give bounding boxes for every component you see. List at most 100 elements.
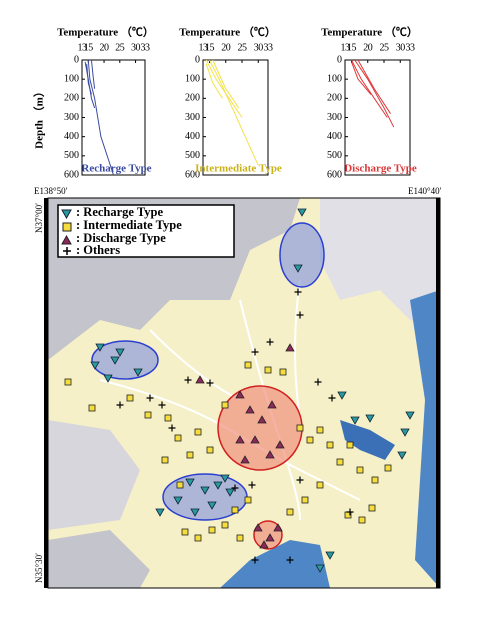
y-tick-label: 100 bbox=[64, 73, 79, 84]
discharge-well bbox=[265, 450, 275, 459]
annotation: Discharge Type bbox=[344, 163, 417, 175]
x-tick-label: 20 bbox=[221, 42, 231, 53]
chart-title: Temperature （℃） bbox=[179, 26, 276, 39]
corner-label: N37°00′ bbox=[34, 203, 44, 233]
annotation: Recharge Type bbox=[81, 163, 151, 175]
chart-title: Temperature （℃） bbox=[57, 26, 154, 39]
intermediate-well bbox=[326, 441, 334, 449]
profile-line bbox=[90, 59, 96, 89]
x-tick-label: 15 bbox=[84, 42, 94, 53]
intermediate-well bbox=[301, 496, 309, 504]
y-tick-label: 100 bbox=[327, 73, 342, 84]
recharge-well bbox=[207, 501, 217, 510]
y-tick-label: 400 bbox=[185, 131, 200, 142]
corner-label: E140°40′ bbox=[408, 186, 442, 196]
discharge-well bbox=[273, 523, 283, 532]
corner-label: E138°50′ bbox=[34, 186, 68, 196]
sea-east bbox=[410, 290, 440, 588]
other-well bbox=[231, 484, 239, 492]
intermediate-well bbox=[244, 496, 252, 504]
map: : Recharge Type : Intermediate Type : Di… bbox=[34, 186, 442, 589]
recharge-well bbox=[95, 343, 105, 352]
recharge-well bbox=[200, 486, 210, 495]
legend-label: : Intermediate Type bbox=[76, 218, 182, 232]
intermediate-well bbox=[126, 394, 134, 402]
intermediate-well bbox=[208, 526, 216, 534]
intermediate-well bbox=[371, 476, 379, 484]
intermediate-well bbox=[231, 506, 239, 514]
y-tick-label: 0 bbox=[74, 54, 79, 65]
discharge-well bbox=[245, 405, 255, 414]
lake bbox=[340, 420, 395, 460]
x-tick-label: 30 bbox=[396, 42, 406, 53]
intermediate-well bbox=[346, 441, 354, 449]
other-well bbox=[251, 556, 259, 564]
y-tick-label: 300 bbox=[185, 112, 200, 123]
other-well bbox=[286, 556, 294, 564]
recharge-well bbox=[350, 416, 360, 425]
intermediate-well bbox=[221, 521, 229, 529]
x-tick-label: 30 bbox=[131, 42, 141, 53]
x-tick-label: 13 bbox=[199, 42, 209, 53]
other-well bbox=[146, 394, 154, 402]
intermediate-well bbox=[88, 404, 96, 412]
x-tick-label: 33 bbox=[406, 42, 416, 53]
y-tick-label: 600 bbox=[64, 169, 79, 180]
intermediate-well bbox=[316, 481, 324, 489]
profile-line bbox=[205, 59, 243, 118]
recharge-well bbox=[220, 474, 230, 483]
intermediate-well bbox=[306, 436, 314, 444]
legend-label: : Discharge Type bbox=[76, 231, 166, 245]
intermediate-well bbox=[181, 528, 189, 536]
y-tick-label: 500 bbox=[327, 150, 342, 161]
x-tick-label: 20 bbox=[363, 42, 373, 53]
intermediate-well bbox=[194, 534, 202, 542]
recharge-well bbox=[185, 478, 195, 487]
other-well bbox=[251, 348, 259, 356]
intermediate-well bbox=[296, 424, 304, 432]
y-tick-label: 200 bbox=[185, 93, 200, 104]
x-tick-label: 13 bbox=[78, 42, 88, 53]
recharge-well bbox=[115, 348, 125, 357]
other-well bbox=[168, 424, 176, 432]
intermediate-well bbox=[164, 414, 172, 422]
intermediate-well bbox=[174, 434, 182, 442]
y-tick-label: 500 bbox=[185, 150, 200, 161]
y-tick-label: 200 bbox=[327, 93, 342, 104]
other-well bbox=[184, 376, 192, 384]
frame-bar bbox=[436, 198, 440, 588]
intermediate-well bbox=[236, 534, 244, 542]
discharge-well bbox=[257, 415, 267, 424]
recharge-well bbox=[90, 361, 100, 370]
recharge-well bbox=[190, 508, 200, 517]
other-well bbox=[206, 379, 214, 387]
discharge-well bbox=[267, 400, 277, 409]
discharge-well bbox=[195, 375, 205, 384]
profile-line bbox=[212, 59, 240, 109]
plot-frame bbox=[202, 59, 269, 176]
chart-title: Temperature （℃） bbox=[321, 26, 418, 39]
other-well bbox=[296, 311, 304, 319]
x-tick-label: 30 bbox=[254, 42, 264, 53]
legend-symbol bbox=[62, 222, 72, 232]
recharge-well bbox=[325, 551, 335, 560]
y-tick-label: 600 bbox=[185, 169, 200, 180]
bay bbox=[220, 540, 330, 588]
recharge-well bbox=[155, 508, 165, 517]
y-tick-label: 500 bbox=[64, 150, 79, 161]
profile-line bbox=[357, 59, 391, 114]
mountains-west bbox=[48, 420, 140, 530]
x-tick-label: 33 bbox=[264, 42, 274, 53]
recharge-well bbox=[397, 451, 407, 460]
x-tick-label: 15 bbox=[205, 42, 215, 53]
intermediate-well bbox=[356, 466, 364, 474]
other-well bbox=[328, 394, 336, 402]
y-axis-label: Depth （m） bbox=[33, 86, 46, 149]
discharge-zone bbox=[217, 385, 303, 471]
discharge-well bbox=[265, 533, 275, 542]
discharge-well bbox=[275, 440, 285, 449]
legend-symbol bbox=[61, 209, 72, 220]
intermediate-well bbox=[336, 458, 344, 466]
x-tick-label: 13 bbox=[341, 42, 351, 53]
discharge-well bbox=[253, 523, 263, 532]
